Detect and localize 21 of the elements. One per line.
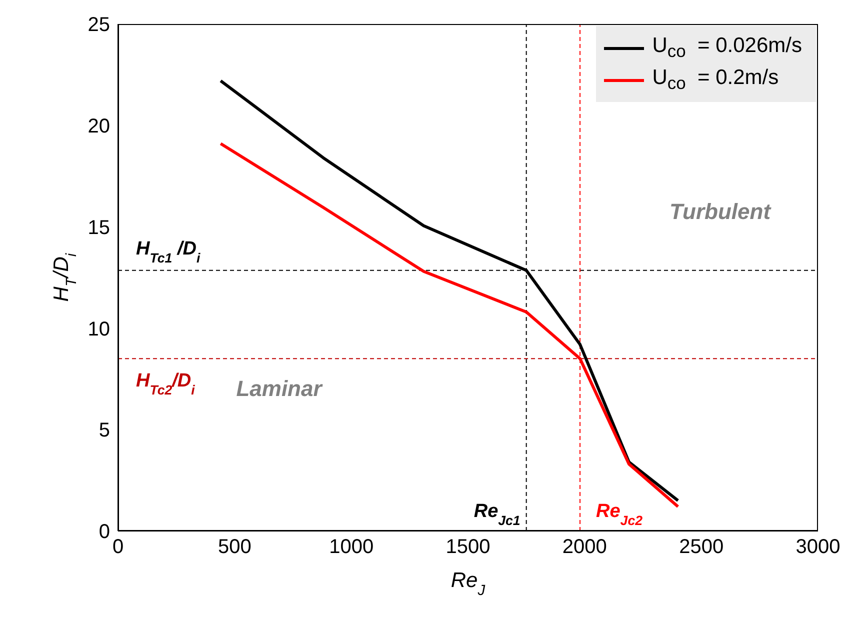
legend-label: U$_{co}$ = 0.026m/s	[652, 34, 802, 62]
ref-line-label: Re$_{Jc1}$	[474, 501, 520, 528]
y-tick-label: 15	[88, 216, 110, 239]
x-tick-label: 1000	[329, 536, 374, 558]
x-tick-label: 3000	[796, 536, 840, 558]
y-tick-label: 25	[88, 14, 110, 36]
annotation: Laminar	[236, 376, 322, 402]
ref-line-label: H$_{Tc2}$/D$_{i}$	[136, 370, 196, 398]
annotation: Turbulent	[669, 198, 771, 225]
y-tick-label: 10	[88, 318, 110, 340]
y-tick-label: 20	[88, 116, 110, 138]
x-tick-label: 500	[218, 536, 252, 558]
y-tick-label: 5	[98, 420, 110, 442]
x-tick-label: 1500	[446, 536, 490, 558]
x-tick-label: 2500	[679, 536, 724, 558]
y-tick-label: 0	[98, 521, 110, 544]
ref-line-label: Re$_{Jc2}$	[596, 501, 644, 528]
x-tick-label: 2000	[562, 536, 607, 558]
x-axis-title: Re$_{J}$	[450, 569, 486, 599]
ref-line-label: H$_{Tc1}$ /D$_{i}$	[136, 238, 200, 265]
legend-label: U$_{co}$ = 0.2m/s	[652, 66, 779, 94]
